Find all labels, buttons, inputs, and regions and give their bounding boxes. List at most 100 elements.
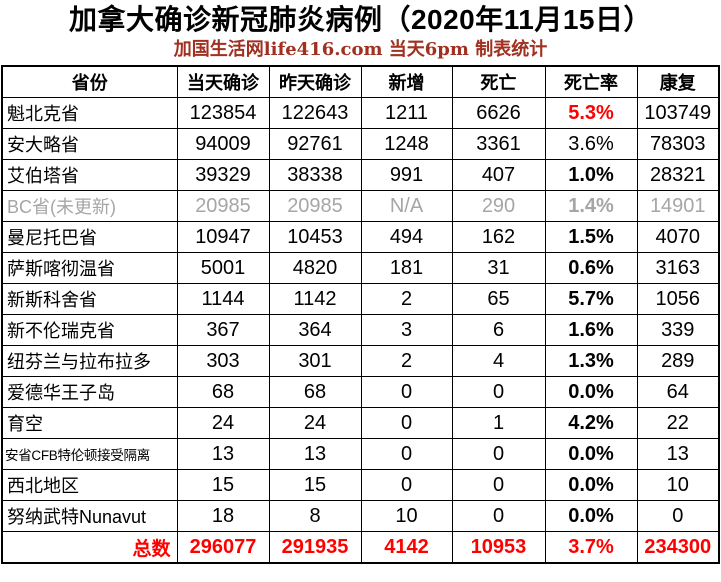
cell-new-cases: 3 bbox=[360, 314, 453, 346]
cell-death-rate: 1.5% bbox=[544, 221, 638, 253]
cell-recovered: 289 bbox=[636, 345, 720, 377]
cell-new-cases: 0 bbox=[360, 407, 453, 439]
cell-recovered: 28321 bbox=[636, 159, 720, 191]
cell-recovered: 14901 bbox=[636, 190, 720, 222]
cell-province: 西北地区 bbox=[1, 469, 178, 501]
cell-province: 安省CFB特伦顿接受隔离 bbox=[1, 438, 178, 470]
cell-province: 新不伦瑞克省 bbox=[1, 314, 178, 346]
cell-today-confirmed: 39329 bbox=[176, 159, 270, 191]
cell-recovered: 10 bbox=[636, 469, 720, 501]
cell-yesterday-confirmed: 15 bbox=[268, 469, 362, 501]
table-row: 安大略省 94009 92761 1248 3361 3.6% 78303 bbox=[1, 128, 720, 160]
cell-recovered: 13 bbox=[636, 438, 720, 470]
table-row: 安省CFB特伦顿接受隔离 13 13 0 0 0.0% 13 bbox=[1, 438, 720, 470]
cell-deaths: 290 bbox=[451, 190, 546, 222]
cell-deaths: 4 bbox=[451, 345, 546, 377]
table-row: 纽芬兰与拉布拉多 303 301 2 4 1.3% 289 bbox=[1, 345, 720, 377]
header-row: 省份 当天确诊 昨天确诊 新增 死亡 死亡率 康复 bbox=[1, 65, 720, 98]
cell-yesterday-confirmed: 122643 bbox=[268, 97, 362, 129]
cell-deaths: 6 bbox=[451, 314, 546, 346]
cell-province: BC省(未更新) bbox=[1, 190, 178, 222]
cell-today-confirmed: 123854 bbox=[176, 97, 270, 129]
cell-deaths: 6626 bbox=[451, 97, 546, 129]
total-cell-new-cases: 4142 bbox=[360, 531, 453, 564]
cell-yesterday-confirmed: 13 bbox=[268, 438, 362, 470]
table-row: 新不伦瑞克省 367 364 3 6 1.6% 339 bbox=[1, 314, 720, 346]
table-row: 爱德华王子岛 68 68 0 0 0.0% 64 bbox=[1, 376, 720, 408]
cell-death-rate: 4.2% bbox=[544, 407, 638, 439]
cell-yesterday-confirmed: 301 bbox=[268, 345, 362, 377]
cell-deaths: 0 bbox=[451, 500, 546, 532]
cell-deaths: 31 bbox=[451, 252, 546, 284]
cell-today-confirmed: 68 bbox=[176, 376, 270, 408]
table-row: 萨斯喀彻温省 5001 4820 181 31 0.6% 3163 bbox=[1, 252, 720, 284]
page-title: 加拿大确诊新冠肺炎病例（2020年11月15日） bbox=[68, 4, 653, 35]
cell-today-confirmed: 94009 bbox=[176, 128, 270, 160]
cell-recovered: 339 bbox=[636, 314, 720, 346]
cell-deaths: 162 bbox=[451, 221, 546, 253]
cell-yesterday-confirmed: 364 bbox=[268, 314, 362, 346]
table-row: 努纳武特Nunavut 18 8 10 0 0.0% 0 bbox=[1, 500, 720, 532]
total-row: 总数 296077 291935 4142 10953 3.7% 234300 bbox=[1, 531, 720, 564]
cell-province: 纽芬兰与拉布拉多 bbox=[1, 345, 178, 377]
table-row: 育空 24 24 0 1 4.2% 22 bbox=[1, 407, 720, 439]
cell-new-cases: 0 bbox=[360, 469, 453, 501]
cell-new-cases: 2 bbox=[360, 283, 453, 315]
table-body: 魁北克省 123854 122643 1211 6626 5.3% 103749 安大略省 94… bbox=[1, 97, 720, 564]
cell-death-rate: 5.7% bbox=[544, 283, 638, 315]
cell-province: 萨斯喀彻温省 bbox=[1, 252, 178, 284]
column-header-today-confirmed: 当天确诊 bbox=[176, 65, 270, 98]
total-cell-recovered: 234300 bbox=[636, 531, 720, 564]
cell-today-confirmed: 5001 bbox=[176, 252, 270, 284]
cell-recovered: 78303 bbox=[636, 128, 720, 160]
cell-new-cases: 991 bbox=[360, 159, 453, 191]
cell-new-cases: 0 bbox=[360, 376, 453, 408]
cell-yesterday-confirmed: 24 bbox=[268, 407, 362, 439]
column-header-death-rate: 死亡率 bbox=[544, 65, 638, 98]
cell-deaths: 0 bbox=[451, 438, 546, 470]
cell-yesterday-confirmed: 92761 bbox=[268, 128, 362, 160]
cell-yesterday-confirmed: 1142 bbox=[268, 283, 362, 315]
cell-today-confirmed: 303 bbox=[176, 345, 270, 377]
cell-new-cases: 1248 bbox=[360, 128, 453, 160]
cell-death-rate: 0.6% bbox=[544, 252, 638, 284]
cell-yesterday-confirmed: 4820 bbox=[268, 252, 362, 284]
cell-yesterday-confirmed: 68 bbox=[268, 376, 362, 408]
table-row: BC省(未更新) 20985 20985 N/A 290 1.4% 14901 bbox=[1, 190, 720, 222]
cell-recovered: 3163 bbox=[636, 252, 720, 284]
cell-death-rate: 1.6% bbox=[544, 314, 638, 346]
subtitle: 加国生活网life416.com 当天6pm 制表统计 bbox=[173, 39, 548, 60]
cell-death-rate: 3.6% bbox=[544, 128, 638, 160]
total-label: 总数 bbox=[1, 531, 178, 564]
cell-yesterday-confirmed: 8 bbox=[268, 500, 362, 532]
total-cell-yesterday-confirmed: 291935 bbox=[268, 531, 362, 564]
total-cell-death-rate: 3.7% bbox=[544, 531, 638, 564]
table-row: 艾伯塔省 39329 38338 991 407 1.0% 28321 bbox=[1, 159, 720, 191]
cell-death-rate: 0.0% bbox=[544, 376, 638, 408]
covid-stats-table: 省份 当天确诊 昨天确诊 新增 死亡 死亡率 康复 魁北克省 123854 1226… bbox=[1, 65, 720, 564]
cell-deaths: 0 bbox=[451, 469, 546, 501]
cell-yesterday-confirmed: 38338 bbox=[268, 159, 362, 191]
cell-death-rate: 0.0% bbox=[544, 469, 638, 501]
cell-death-rate: 1.0% bbox=[544, 159, 638, 191]
cell-province: 努纳武特Nunavut bbox=[1, 500, 178, 532]
cell-province: 魁北克省 bbox=[1, 97, 178, 129]
cell-today-confirmed: 20985 bbox=[176, 190, 270, 222]
cell-province: 安大略省 bbox=[1, 128, 178, 160]
cell-death-rate: 1.4% bbox=[544, 190, 638, 222]
cell-deaths: 1 bbox=[451, 407, 546, 439]
cell-today-confirmed: 13 bbox=[176, 438, 270, 470]
cell-today-confirmed: 24 bbox=[176, 407, 270, 439]
cell-new-cases: 0 bbox=[360, 438, 453, 470]
table-row: 魁北克省 123854 122643 1211 6626 5.3% 103749 bbox=[1, 97, 720, 129]
cell-province: 新斯科舍省 bbox=[1, 283, 178, 315]
cell-new-cases: 2 bbox=[360, 345, 453, 377]
cell-province: 艾伯塔省 bbox=[1, 159, 178, 191]
column-header-deaths: 死亡 bbox=[451, 65, 546, 98]
cell-deaths: 407 bbox=[451, 159, 546, 191]
column-header-new-cases: 新增 bbox=[360, 65, 453, 98]
cell-new-cases: 494 bbox=[360, 221, 453, 253]
cell-today-confirmed: 18 bbox=[176, 500, 270, 532]
table-row: 西北地区 15 15 0 0 0.0% 10 bbox=[1, 469, 720, 501]
cell-death-rate: 0.0% bbox=[544, 500, 638, 532]
